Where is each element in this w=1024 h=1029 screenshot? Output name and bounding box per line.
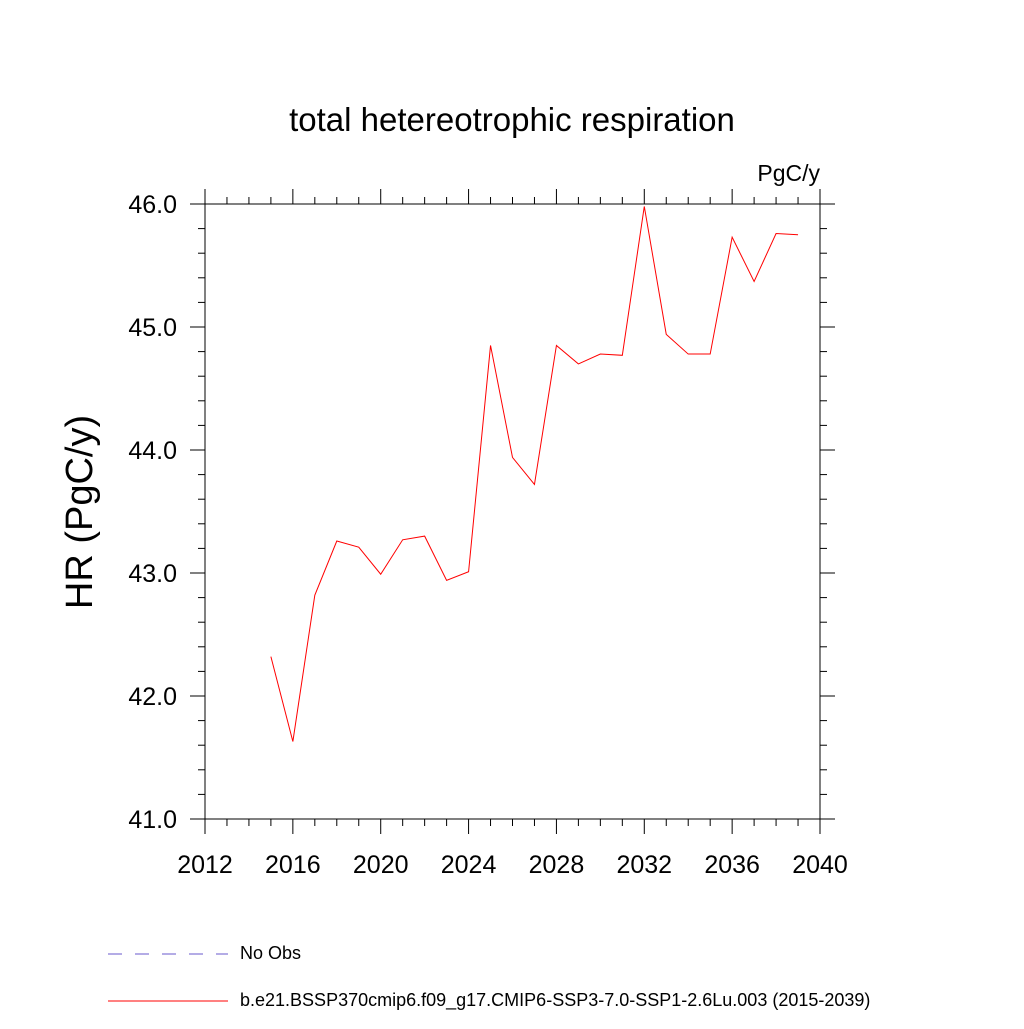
x-tick-label: 2012: [177, 851, 233, 879]
y-tick-label: 44.0: [128, 437, 177, 465]
series-lines: [270, 206, 799, 742]
legend-label-no-obs: No Obs: [240, 943, 301, 963]
series-line-0: [270, 206, 799, 742]
y-axis-label: HR (PgC/y): [59, 415, 101, 609]
x-tick-label: 2028: [529, 851, 585, 879]
plot-frame: [204, 203, 821, 820]
axis-ticks: [190, 189, 835, 834]
x-tick-label: 2020: [353, 851, 409, 879]
y-tick-label: 43.0: [128, 560, 177, 588]
y-tick-label: 42.0: [128, 683, 177, 711]
x-tick-label: 2024: [441, 851, 497, 879]
legend: No Obs b.e21.BSSP370cmip6.f09_g17.CMIP6-…: [108, 943, 870, 1011]
x-tick-label: 2032: [616, 851, 672, 879]
x-tick-label: 2040: [792, 851, 848, 879]
y-tick-label: 41.0: [128, 806, 177, 834]
x-tick-label: 2036: [704, 851, 760, 879]
y-tick-label: 46.0: [128, 191, 177, 219]
chart-title: total hetereotrophic respiration: [289, 101, 735, 138]
x-tick-labels: 2012 2016 2020 2024 2028 2032 2036 2040: [177, 851, 848, 879]
units-label: PgC/y: [757, 160, 820, 186]
x-tick-label: 2016: [265, 851, 321, 879]
y-tick-labels: 41.0 42.0 43.0 44.0 45.0 46.0: [128, 191, 177, 834]
y-tick-label: 45.0: [128, 314, 177, 342]
legend-label-model-run: b.e21.BSSP370cmip6.f09_g17.CMIP6-SSP3-7.…: [240, 990, 870, 1011]
